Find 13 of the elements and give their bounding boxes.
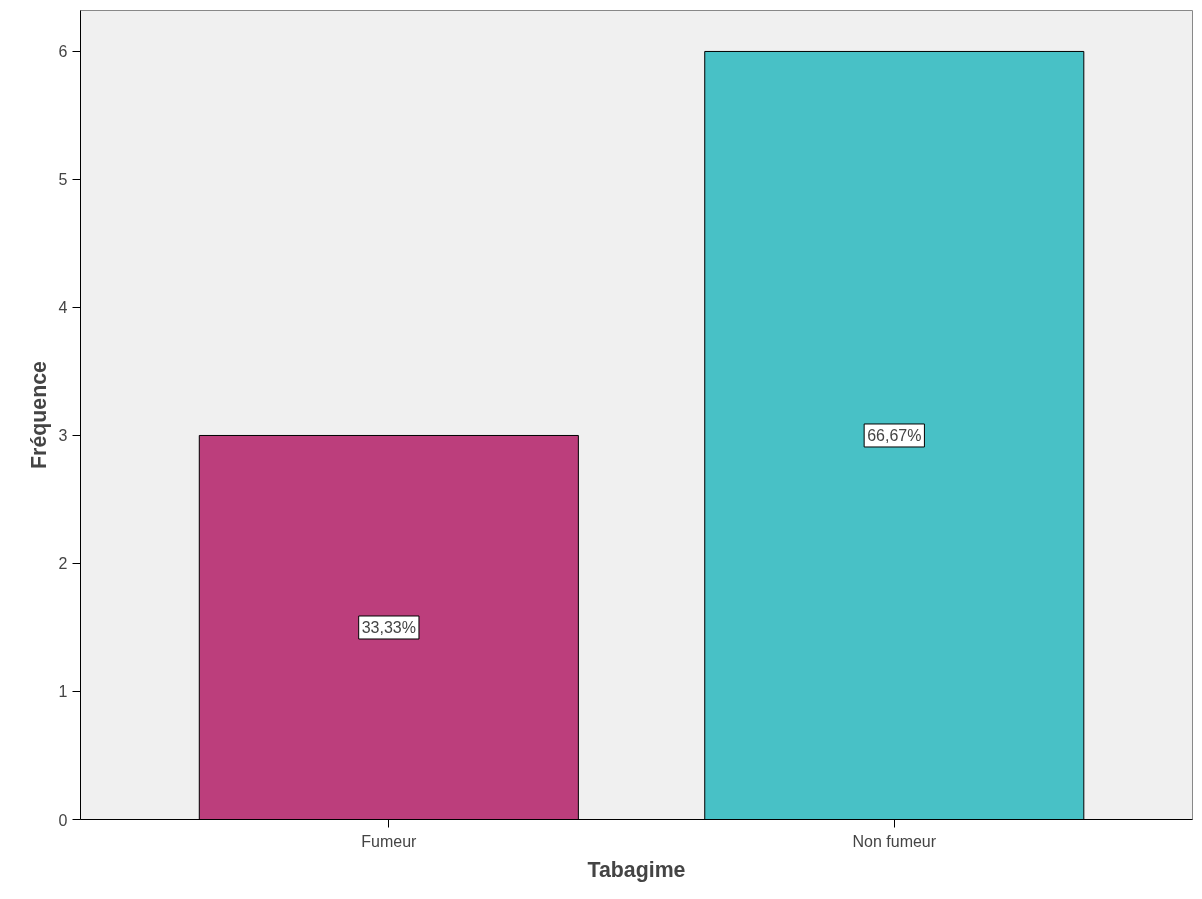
y-tick-label: 4	[58, 299, 68, 317]
y-tick-label: 2	[58, 555, 68, 573]
y-tick-label: 0	[58, 811, 68, 829]
annotation: 66,67%	[867, 426, 922, 444]
y-tick-label: 5	[58, 171, 68, 189]
y-axis-title: Fréquence	[26, 360, 51, 469]
y-tick-label: 3	[58, 427, 68, 445]
y-tick-label: 1	[58, 683, 68, 701]
x-tick-label: Fumeur	[361, 832, 418, 850]
x-tick-label: Non fumeur	[852, 832, 937, 850]
x-axis-title: Tabagime	[587, 857, 686, 882]
annotation: 33,33%	[361, 618, 416, 636]
y-tick-label: 6	[58, 43, 68, 61]
